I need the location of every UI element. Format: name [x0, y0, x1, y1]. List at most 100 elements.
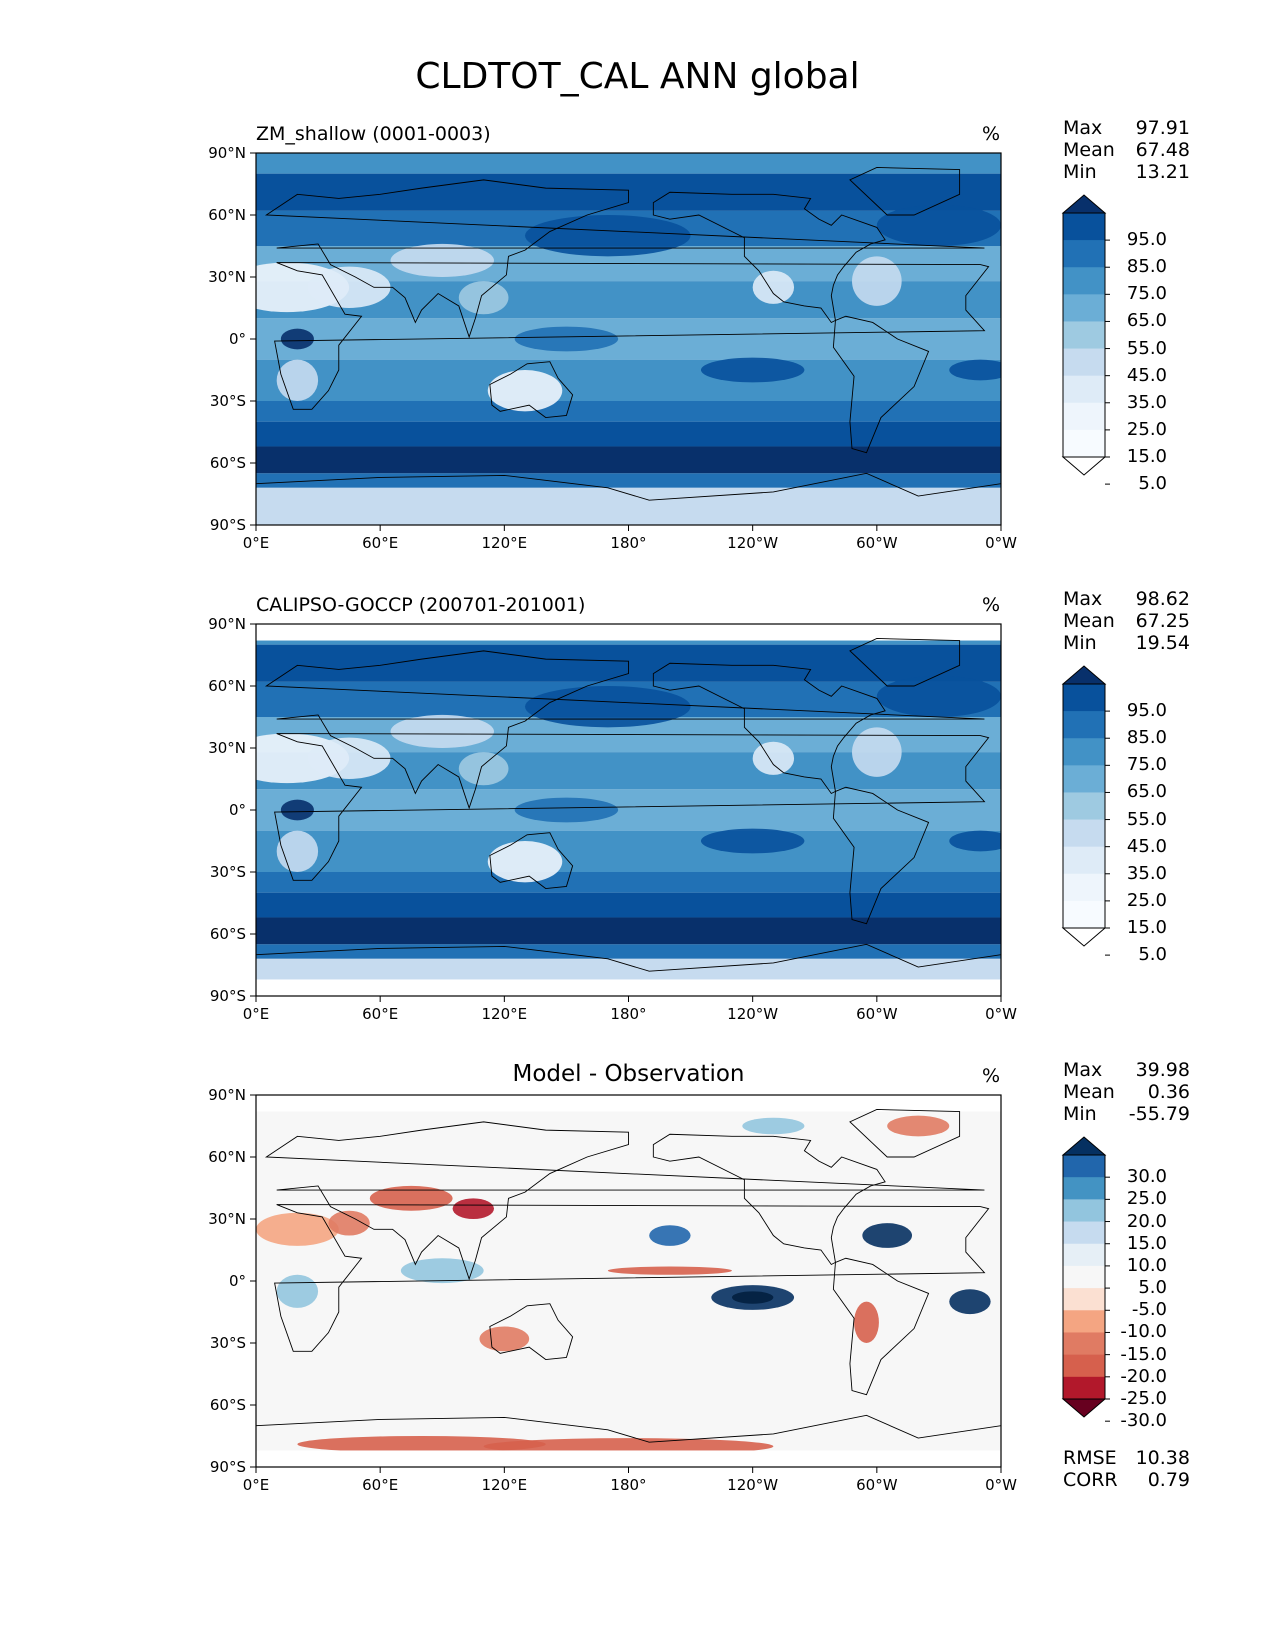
- australia-low-cloud: [487, 370, 563, 412]
- colorbar-segment: [1063, 402, 1105, 431]
- colorbar-tick-label: 10.0: [1126, 1254, 1167, 1276]
- atlantic-storm-track: [876, 204, 1001, 246]
- pacific-storm-track: [525, 686, 691, 728]
- china-cloud: [458, 752, 509, 786]
- colorbar-tick-label: -20.0: [1120, 1365, 1167, 1387]
- colorbar-extend-min: [1061, 456, 1107, 476]
- colorbar-tick-label: 5.0: [1138, 944, 1167, 966]
- colorbar-tick-label: -15.0: [1120, 1343, 1167, 1365]
- unit-label: %: [982, 123, 1001, 145]
- colorbar-frame: [1062, 1154, 1106, 1400]
- lat-tick-label: 90°S: [209, 987, 246, 1005]
- lat-tick-label: 90°N: [208, 144, 246, 162]
- colorbar-tick-label: 75.0: [1126, 754, 1167, 776]
- shade-band-7: [256, 401, 1001, 422]
- no-data-south: [256, 979, 1001, 996]
- sahara-negative: [256, 1212, 339, 1246]
- coastline-5: [849, 638, 961, 687]
- coastline-6: [256, 1414, 1001, 1467]
- unit-label: %: [982, 1065, 1001, 1087]
- metric-label-rmse: RMSE: [1063, 1447, 1117, 1469]
- coastline-6: [256, 472, 1001, 525]
- mexico-low-cloud: [752, 270, 795, 304]
- coastline-3: [832, 786, 930, 925]
- colorbar-segment: [1063, 1310, 1105, 1333]
- coastline-5: [849, 1109, 961, 1158]
- coastline-4: [652, 191, 886, 324]
- lon-tick-label: 120°E: [481, 1005, 528, 1023]
- colorbar-tick-label: 15.0: [1126, 917, 1167, 938]
- coastline-2: [489, 361, 574, 418]
- lon-tick-label: 0°W: [985, 534, 1017, 552]
- coastline-0: [274, 262, 990, 410]
- colorbar-segment: [1063, 375, 1105, 404]
- lon-tick-label: 0°E: [242, 1005, 270, 1023]
- shade-band-10: [256, 473, 1001, 488]
- colorbar-frame: [1062, 683, 1106, 929]
- colorbar-tick-label: 95.0: [1126, 229, 1167, 251]
- colorbar-segment: [1063, 684, 1105, 712]
- lon-tick-label: 0°E: [242, 534, 270, 552]
- colorbar-segment: [1063, 873, 1105, 902]
- stat-value-max: 98.62: [1135, 588, 1190, 610]
- colorbar-tick-label: 45.0: [1126, 364, 1167, 386]
- atlantic-storm-track: [876, 675, 1001, 717]
- colorbar-segment: [1063, 240, 1105, 268]
- colorbar-segment: [1063, 321, 1105, 350]
- colorbar-model: [1061, 194, 1110, 485]
- stat-label-min: Min: [1063, 632, 1097, 654]
- lon-tick-label: 60°W: [856, 1476, 898, 1494]
- lat-tick-label: 60°N: [208, 206, 246, 224]
- lat-tick-label: 60°S: [209, 454, 246, 472]
- andes-negative: [854, 1301, 879, 1344]
- lat-tick-label: 90°N: [208, 1086, 246, 1104]
- lat-tick-label: 90°N: [208, 615, 246, 633]
- colorbar-tick-label: 45.0: [1126, 835, 1167, 857]
- stat-label-mean: Mean: [1063, 139, 1115, 161]
- asia-low-cloud: [390, 714, 494, 748]
- colorbar-tick-label: 20.0: [1126, 1210, 1167, 1232]
- colorbar-extend-max: [1061, 194, 1107, 214]
- lon-tick-label: 180°: [610, 1476, 647, 1494]
- shade-band-6: [256, 359, 1001, 401]
- shade-band-8: [256, 421, 1001, 447]
- map-field-diff: [256, 1095, 1001, 1467]
- stratocumulus-peru: [700, 828, 805, 854]
- colorbar-tick-label: 30.0: [1126, 1166, 1167, 1188]
- lon-tick-label: 0°W: [985, 1476, 1017, 1494]
- colorbar-segment: [1063, 1376, 1105, 1400]
- lat-tick-label: 60°S: [209, 1396, 246, 1414]
- coastline-3: [832, 1257, 930, 1396]
- atlantic-subtropic: [852, 256, 902, 306]
- itcz-negative: [607, 1266, 732, 1275]
- atlantic-positive: [862, 1223, 913, 1248]
- figure-title: CLDTOT_CAL ANN global: [415, 56, 860, 97]
- lon-tick-label: 120°E: [481, 1476, 528, 1494]
- east-antarctic-negative: [297, 1436, 546, 1453]
- stat-label-min: Min: [1063, 1103, 1097, 1125]
- colorbar-obs: [1061, 665, 1110, 956]
- panel-title: CALIPSO-GOCCP (200701-201001): [256, 594, 586, 616]
- coastline-4: [652, 1133, 886, 1266]
- coastline-3: [832, 315, 930, 454]
- colorbar-tick-label: 25.0: [1126, 889, 1167, 911]
- no-data-north: [256, 624, 1001, 641]
- colorbar-segment: [1063, 294, 1105, 322]
- stat-label-mean: Mean: [1063, 610, 1115, 632]
- shade-band-9: [256, 446, 1001, 474]
- shade-band-9: [256, 917, 1001, 945]
- stat-value-min: 19.54: [1135, 632, 1190, 654]
- colorbar-segment: [1063, 819, 1105, 848]
- stat-label-mean: Mean: [1063, 1081, 1115, 1103]
- lat-tick-label: 30°N: [208, 739, 246, 757]
- colorbar-tick-label: 5.0: [1138, 1277, 1167, 1299]
- colorbar-extend-max: [1061, 665, 1107, 685]
- stat-value-max: 97.91: [1135, 117, 1190, 139]
- colorbar-tick-label: 65.0: [1126, 310, 1167, 332]
- colorbar-segment: [1063, 738, 1105, 766]
- map-field-obs: [256, 624, 1001, 996]
- diff-background: [256, 1095, 1001, 1467]
- panel-title: ZM_shallow (0001-0003): [256, 123, 491, 145]
- lat-tick-label: 90°S: [209, 1458, 246, 1476]
